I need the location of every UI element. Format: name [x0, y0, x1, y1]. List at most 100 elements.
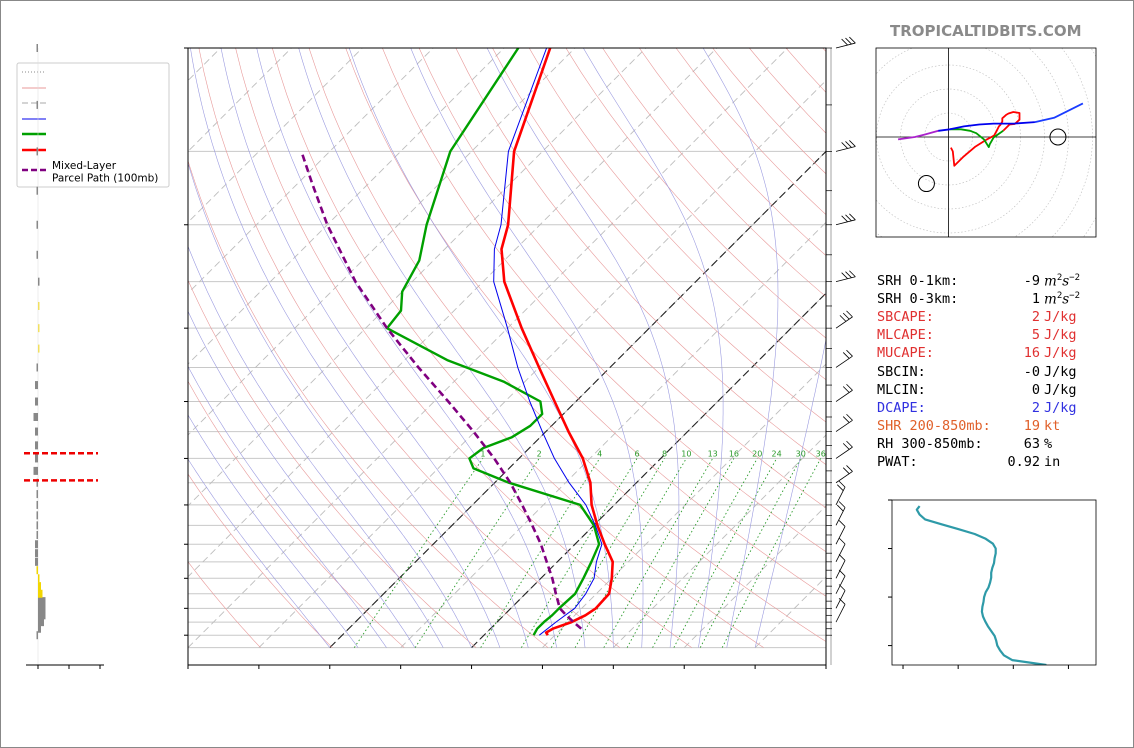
omega-bar: [35, 381, 38, 390]
omega-bar: [38, 344, 40, 353]
wind-barb-flag: [849, 213, 856, 221]
wind-barb: [835, 276, 856, 283]
isotherm-line: [188, 48, 788, 648]
index-value: 0.92: [1007, 454, 1040, 470]
index-unit: in: [1044, 454, 1061, 470]
wind-barb: [835, 471, 853, 484]
omega-bar: [36, 490, 38, 499]
omega-bar: [36, 631, 38, 640]
dry-adiabat-line: [188, 159, 549, 648]
wind-barb-flag: [845, 214, 852, 222]
wind-barb-flag: [846, 465, 853, 472]
moist-adiabat-line: [583, 48, 724, 648]
omega-bar: [38, 604, 46, 613]
parcel-path-trace: [300, 150, 583, 630]
moist-adiabat-line: [188, 245, 444, 648]
zero-isotherm-line: [471, 292, 826, 649]
dry-adiabat-line: [345, 48, 826, 597]
hodograph-plot-area: [876, 48, 1096, 237]
omega-bar: [36, 44, 38, 52]
isotherm-line: [400, 221, 826, 648]
mixing-ratio-line: [721, 458, 822, 648]
mixing-ratio-label: 30: [796, 449, 806, 458]
moist-adiabat-line: [188, 414, 359, 648]
wind-barb: [835, 486, 846, 506]
isotherm-line: [188, 48, 434, 294]
index-label: SBCIN:: [877, 363, 926, 380]
brand-watermark: TROPICALTIDBITS.COM: [890, 22, 1082, 40]
dry-adiabat-line: [188, 380, 405, 648]
index-unit: m2s−2: [1044, 273, 1081, 290]
index-unit: J/kg: [1044, 309, 1077, 326]
moist-adiabat-line: [188, 365, 387, 648]
index-value: -9: [1023, 273, 1040, 289]
omega-bar: [36, 566, 38, 575]
moist-adiabat-line: [486, 48, 680, 648]
wind-barb-flag: [849, 140, 856, 147]
hodograph-frame: [875, 47, 1097, 238]
wind-barb-flag: [842, 443, 850, 450]
isotherm-line: [188, 48, 505, 365]
wind-barb-flag: [838, 569, 846, 577]
mixing-ratio-line: [673, 458, 777, 648]
wind-barb-flag: [842, 467, 850, 474]
wind-barb-flag: [846, 310, 853, 318]
dry-adiabat-line: [308, 48, 826, 642]
omega-bar: [38, 277, 40, 286]
wind-barb-flag: [846, 349, 853, 357]
wind-barb-flag: [842, 352, 850, 359]
mixing-ratio-label: 20: [752, 449, 762, 458]
moist-adiabat-line: [410, 48, 644, 648]
isotherm-line: [188, 48, 292, 153]
index-unit: m2s−2: [1044, 291, 1081, 308]
wind-barb-flag: [846, 383, 853, 391]
wind-barb: [835, 604, 846, 623]
wind-barb-flag: [845, 37, 852, 45]
isotherm-line: [754, 576, 826, 648]
wind-barb: [835, 419, 853, 432]
wind-barb-flag: [838, 598, 846, 605]
omega-bar: [38, 582, 41, 591]
dry-adiabat-line: [188, 279, 477, 648]
dry-adiabat-line: [455, 48, 826, 466]
moist-adiabat-line: [188, 458, 331, 648]
mixing-ratio-line: [414, 458, 540, 648]
omega-bar: [36, 511, 38, 520]
dry-adiabat-line: [272, 48, 764, 648]
index-value: 19: [1023, 417, 1040, 434]
wind-barb-flag: [845, 141, 852, 148]
hodograph-trace-6-9km: [897, 129, 939, 141]
wind-barb-flag: [839, 315, 847, 322]
omega-bar: [35, 557, 38, 566]
wind-barb-flag: [838, 584, 846, 591]
isotherm-line: [188, 48, 363, 223]
omega-bar: [36, 186, 38, 195]
wind-barb-flag: [842, 386, 850, 393]
wind-barb: [835, 507, 846, 526]
omega-bar: [35, 454, 38, 463]
moist-adiabat-line: [298, 48, 586, 648]
dry-adiabat-line: [565, 48, 826, 339]
omega-bar: [38, 574, 40, 583]
dry-adiabat-line: [235, 48, 692, 648]
isotherm-line: [188, 48, 718, 578]
moist-adiabat-line: [188, 162, 472, 648]
index-unit: %: [1044, 435, 1053, 452]
index-value: -0: [1023, 363, 1040, 380]
mixing-ratio-label: 2: [537, 449, 542, 458]
moist-adiabat-line: [702, 48, 779, 648]
dry-adiabat-line: [602, 48, 826, 298]
isotherm-line: [825, 647, 826, 648]
mixing-ratio-label: 13: [708, 449, 718, 458]
index-value: 16: [1023, 345, 1040, 362]
wind-barb: [835, 560, 846, 579]
index-unit: J/kg: [1044, 399, 1077, 416]
index-label: PWAT:: [877, 454, 918, 470]
wind-barb: [835, 219, 856, 226]
isotherm-line: [188, 48, 647, 507]
wind-barb-flag: [836, 484, 844, 491]
index-label: SRH 0-1km:: [877, 273, 959, 289]
index-value: 2: [1031, 309, 1040, 326]
omega-bar: [35, 427, 38, 436]
mixing-ratio-label: 36: [816, 449, 826, 458]
